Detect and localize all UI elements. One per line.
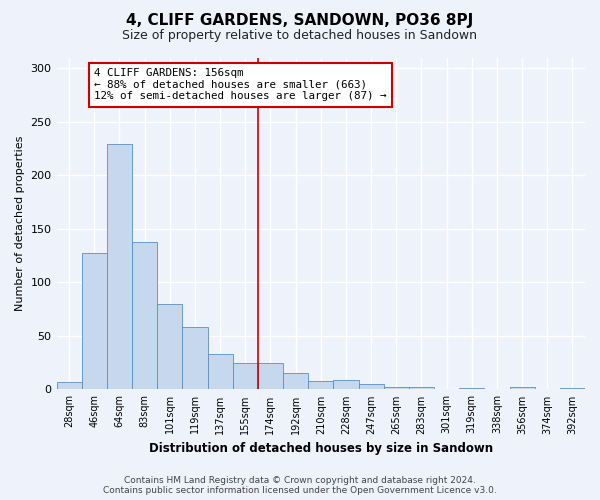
Bar [560, 388, 585, 390]
Bar [157, 304, 182, 390]
Bar [308, 381, 334, 390]
Bar [107, 144, 132, 390]
Bar [182, 328, 208, 390]
Text: Contains public sector information licensed under the Open Government Licence v3: Contains public sector information licen… [103, 486, 497, 495]
Bar [283, 374, 308, 390]
Text: Size of property relative to detached houses in Sandown: Size of property relative to detached ho… [122, 29, 478, 42]
Text: 4, CLIFF GARDENS, SANDOWN, PO36 8PJ: 4, CLIFF GARDENS, SANDOWN, PO36 8PJ [127, 12, 473, 28]
Bar [56, 382, 82, 390]
Bar [334, 380, 359, 390]
Bar [233, 362, 258, 390]
Bar [208, 354, 233, 390]
Bar [509, 388, 535, 390]
Bar [383, 388, 409, 390]
X-axis label: Distribution of detached houses by size in Sandown: Distribution of detached houses by size … [149, 442, 493, 455]
Bar [82, 254, 107, 390]
Bar [459, 388, 484, 390]
Text: 4 CLIFF GARDENS: 156sqm
← 88% of detached houses are smaller (663)
12% of semi-d: 4 CLIFF GARDENS: 156sqm ← 88% of detache… [94, 68, 387, 102]
Bar [409, 388, 434, 390]
Bar [258, 362, 283, 390]
Text: Contains HM Land Registry data © Crown copyright and database right 2024.: Contains HM Land Registry data © Crown c… [124, 476, 476, 485]
Y-axis label: Number of detached properties: Number of detached properties [15, 136, 25, 311]
Bar [132, 242, 157, 390]
Bar [359, 384, 383, 390]
